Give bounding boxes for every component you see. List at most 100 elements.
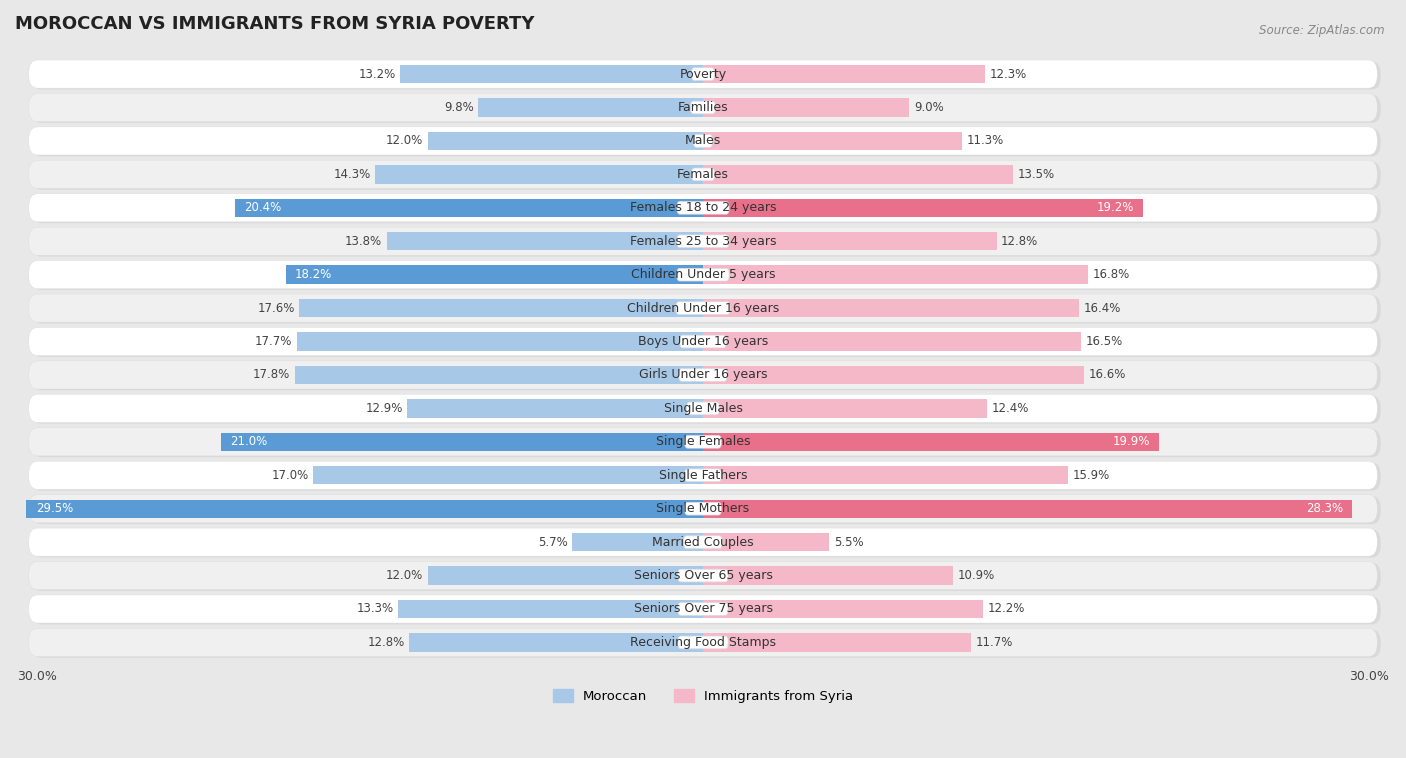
FancyBboxPatch shape — [32, 496, 1381, 524]
FancyBboxPatch shape — [678, 603, 728, 615]
FancyBboxPatch shape — [28, 294, 1378, 322]
FancyBboxPatch shape — [28, 327, 1378, 356]
Text: 5.5%: 5.5% — [834, 536, 863, 549]
Bar — [703, 132, 962, 150]
Bar — [703, 199, 1143, 217]
Bar — [703, 633, 972, 652]
FancyBboxPatch shape — [32, 563, 1381, 591]
Text: Families: Families — [678, 101, 728, 114]
FancyBboxPatch shape — [679, 368, 727, 381]
FancyBboxPatch shape — [32, 296, 1381, 324]
FancyBboxPatch shape — [32, 630, 1381, 658]
Bar — [703, 299, 1080, 318]
Text: 12.4%: 12.4% — [993, 402, 1029, 415]
FancyBboxPatch shape — [681, 335, 725, 348]
FancyBboxPatch shape — [685, 436, 721, 448]
Text: 28.3%: 28.3% — [1306, 503, 1343, 515]
FancyBboxPatch shape — [32, 396, 1381, 424]
FancyBboxPatch shape — [32, 529, 1381, 557]
FancyBboxPatch shape — [28, 461, 1378, 490]
Text: 30.0%: 30.0% — [17, 670, 58, 683]
FancyBboxPatch shape — [692, 168, 714, 180]
Text: Seniors Over 65 years: Seniors Over 65 years — [634, 569, 772, 582]
Bar — [427, 132, 703, 150]
Text: 17.6%: 17.6% — [257, 302, 295, 315]
Text: 5.7%: 5.7% — [538, 536, 568, 549]
FancyBboxPatch shape — [676, 202, 730, 215]
Text: 21.0%: 21.0% — [231, 435, 267, 448]
FancyBboxPatch shape — [28, 394, 1378, 422]
Bar — [295, 366, 703, 384]
Bar — [703, 332, 1081, 351]
Text: Receiving Food Stamps: Receiving Food Stamps — [630, 636, 776, 649]
FancyBboxPatch shape — [690, 101, 716, 114]
Text: Single Females: Single Females — [655, 435, 751, 448]
FancyBboxPatch shape — [32, 329, 1381, 357]
Text: MOROCCAN VS IMMIGRANTS FROM SYRIA POVERTY: MOROCCAN VS IMMIGRANTS FROM SYRIA POVERT… — [15, 15, 534, 33]
Text: Females: Females — [678, 168, 728, 181]
FancyBboxPatch shape — [28, 428, 1378, 456]
Text: 10.9%: 10.9% — [957, 569, 995, 582]
FancyBboxPatch shape — [32, 61, 1381, 89]
Bar — [703, 466, 1067, 484]
Text: 12.0%: 12.0% — [387, 569, 423, 582]
FancyBboxPatch shape — [28, 194, 1378, 222]
Text: Single Males: Single Males — [664, 402, 742, 415]
Text: 12.3%: 12.3% — [990, 67, 1026, 80]
Text: Males: Males — [685, 134, 721, 148]
Text: 30.0%: 30.0% — [1348, 670, 1389, 683]
FancyBboxPatch shape — [28, 628, 1378, 656]
Text: Females 18 to 24 years: Females 18 to 24 years — [630, 202, 776, 215]
Text: 13.8%: 13.8% — [344, 235, 382, 248]
Text: 11.7%: 11.7% — [976, 636, 1014, 649]
Text: 17.8%: 17.8% — [253, 368, 290, 381]
FancyBboxPatch shape — [32, 597, 1381, 625]
Text: Source: ZipAtlas.com: Source: ZipAtlas.com — [1260, 24, 1385, 37]
Text: 12.0%: 12.0% — [387, 134, 423, 148]
Bar — [703, 265, 1088, 283]
FancyBboxPatch shape — [678, 636, 728, 649]
FancyBboxPatch shape — [32, 429, 1381, 457]
FancyBboxPatch shape — [28, 93, 1378, 121]
Text: Single Fathers: Single Fathers — [659, 468, 747, 482]
Text: 16.6%: 16.6% — [1088, 368, 1126, 381]
FancyBboxPatch shape — [692, 67, 714, 80]
Text: 19.9%: 19.9% — [1112, 435, 1150, 448]
Text: 15.9%: 15.9% — [1073, 468, 1109, 482]
Text: 17.7%: 17.7% — [254, 335, 292, 348]
Text: 12.8%: 12.8% — [367, 636, 405, 649]
Text: Children Under 16 years: Children Under 16 years — [627, 302, 779, 315]
Bar — [401, 65, 703, 83]
Bar — [478, 99, 703, 117]
FancyBboxPatch shape — [32, 95, 1381, 123]
Text: 12.9%: 12.9% — [366, 402, 402, 415]
FancyBboxPatch shape — [28, 595, 1378, 623]
FancyBboxPatch shape — [28, 495, 1378, 523]
Bar — [703, 366, 1084, 384]
Text: 29.5%: 29.5% — [35, 503, 73, 515]
FancyBboxPatch shape — [32, 362, 1381, 390]
Text: 11.3%: 11.3% — [967, 134, 1004, 148]
Bar — [703, 433, 1160, 451]
FancyBboxPatch shape — [28, 261, 1378, 289]
Text: Boys Under 16 years: Boys Under 16 years — [638, 335, 768, 348]
Bar — [285, 265, 703, 283]
FancyBboxPatch shape — [32, 262, 1381, 290]
Text: Children Under 5 years: Children Under 5 years — [631, 268, 775, 281]
FancyBboxPatch shape — [28, 161, 1378, 189]
Bar — [572, 533, 703, 551]
Bar — [409, 633, 703, 652]
FancyBboxPatch shape — [686, 402, 720, 415]
Text: 19.2%: 19.2% — [1097, 202, 1135, 215]
Text: Married Couples: Married Couples — [652, 536, 754, 549]
Bar — [314, 466, 703, 484]
Text: 9.0%: 9.0% — [914, 101, 943, 114]
FancyBboxPatch shape — [676, 235, 730, 248]
Text: 12.2%: 12.2% — [987, 603, 1025, 615]
Text: Females 25 to 34 years: Females 25 to 34 years — [630, 235, 776, 248]
Bar — [297, 332, 703, 351]
FancyBboxPatch shape — [28, 562, 1378, 590]
Text: 13.3%: 13.3% — [356, 603, 394, 615]
Text: Seniors Over 75 years: Seniors Over 75 years — [634, 603, 772, 615]
FancyBboxPatch shape — [32, 128, 1381, 156]
